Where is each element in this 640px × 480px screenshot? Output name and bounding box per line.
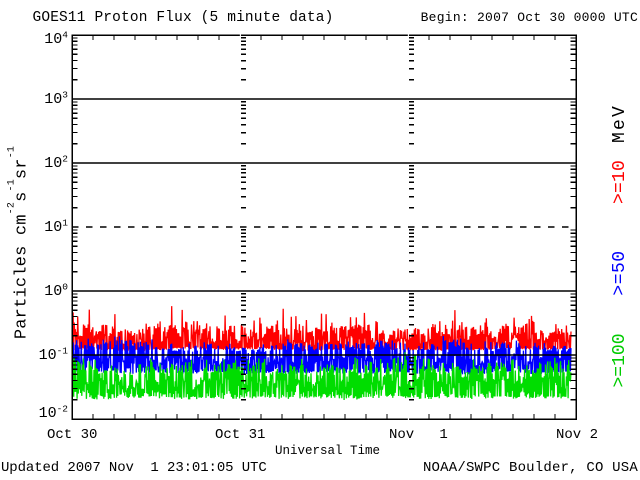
svg-text:>=10: >=10: [610, 160, 630, 204]
svg-text:>=100: >=100: [610, 333, 630, 387]
svg-text:Particles cm-2s-1sr-1: Particles cm-2s-1sr-1: [7, 146, 32, 339]
svg-text:>=50: >=50: [610, 250, 630, 295]
svg-text:MeV: MeV: [610, 104, 630, 143]
